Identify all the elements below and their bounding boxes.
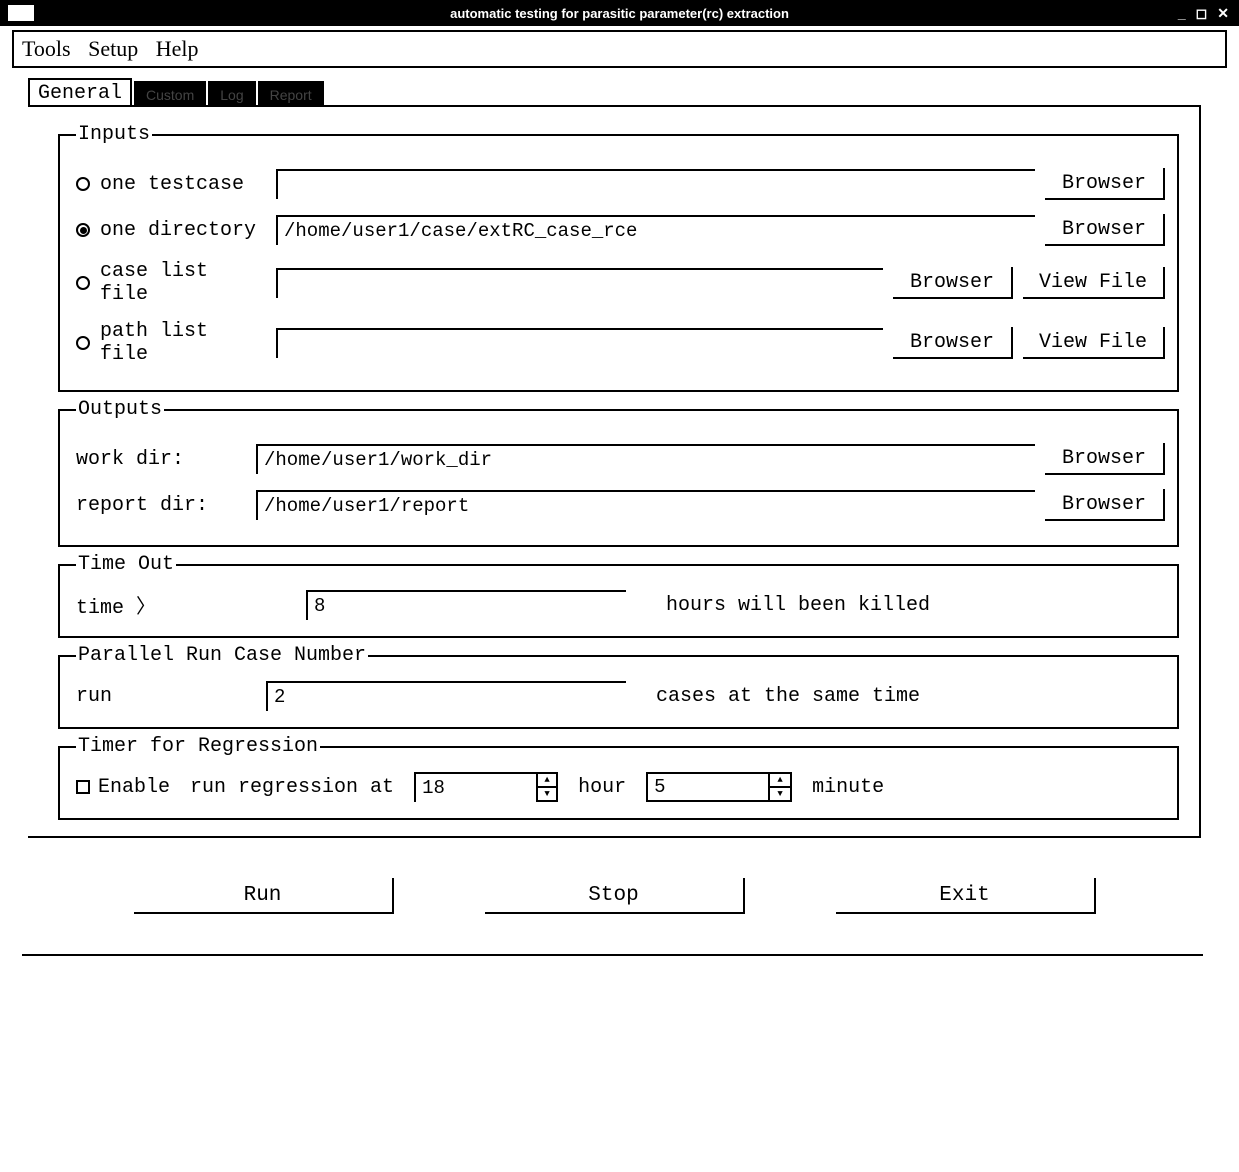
minimize-icon[interactable]: _ bbox=[1178, 5, 1186, 22]
timeout-legend: Time Out bbox=[76, 553, 176, 576]
work-dir-label: work dir: bbox=[76, 448, 246, 471]
path-list-viewfile-button[interactable]: View File bbox=[1023, 327, 1165, 359]
path-list-browser-button[interactable]: Browser bbox=[893, 327, 1013, 359]
tab-custom[interactable]: Custom bbox=[134, 81, 206, 107]
work-dir-input[interactable] bbox=[256, 444, 1035, 474]
timeout-group: Time Out time 〉 hours will been killed bbox=[58, 553, 1179, 638]
timeout-input[interactable] bbox=[306, 590, 626, 620]
spinner-arrows[interactable]: ▲▼ bbox=[768, 774, 790, 800]
one-testcase-browser-button[interactable]: Browser bbox=[1045, 168, 1165, 200]
inputs-group: Inputs one testcase Browser one director… bbox=[58, 123, 1179, 392]
titlebar: automatic testing for parasitic paramete… bbox=[0, 0, 1239, 26]
enable-checkbox[interactable]: Enable bbox=[76, 776, 170, 799]
report-dir-label: report dir: bbox=[76, 494, 246, 517]
minute-input[interactable] bbox=[648, 774, 768, 800]
timer-legend: Timer for Regression bbox=[76, 735, 320, 758]
radio-label: one directory bbox=[100, 219, 256, 242]
report-dir-browser-button[interactable]: Browser bbox=[1045, 489, 1165, 521]
parallel-suffix: cases at the same time bbox=[656, 685, 920, 708]
one-directory-browser-button[interactable]: Browser bbox=[1045, 214, 1165, 246]
maximize-icon[interactable]: ◻ bbox=[1196, 5, 1208, 22]
menu-help[interactable]: Help bbox=[156, 36, 199, 61]
down-arrow-icon[interactable]: ▼ bbox=[770, 788, 790, 800]
menu-tools[interactable]: Tools bbox=[22, 36, 71, 61]
window-title: automatic testing for parasitic paramete… bbox=[450, 6, 789, 21]
one-directory-input[interactable] bbox=[276, 215, 1035, 245]
radio-label: case list file bbox=[100, 260, 266, 306]
case-list-input[interactable] bbox=[276, 268, 883, 298]
radio-icon bbox=[76, 223, 90, 237]
exit-button[interactable]: Exit bbox=[836, 878, 1096, 914]
radio-icon bbox=[76, 336, 90, 350]
timeout-prefix: time 〉 bbox=[76, 590, 296, 620]
timer-prefix: run regression at bbox=[190, 776, 394, 799]
app-icon bbox=[8, 5, 34, 21]
hour-spinner[interactable]: ▲▼ bbox=[414, 772, 558, 802]
radio-icon bbox=[76, 177, 90, 191]
tab-general[interactable]: General bbox=[28, 78, 132, 107]
bottom-button-bar: Run Stop Exit bbox=[28, 838, 1201, 934]
hour-label: hour bbox=[578, 776, 626, 799]
tab-report[interactable]: Report bbox=[258, 81, 324, 107]
timer-group: Timer for Regression Enable run regressi… bbox=[58, 735, 1179, 820]
outputs-legend: Outputs bbox=[76, 398, 164, 421]
down-arrow-icon[interactable]: ▼ bbox=[538, 788, 556, 800]
parallel-legend: Parallel Run Case Number bbox=[76, 644, 368, 667]
radio-label: path list file bbox=[100, 320, 266, 366]
footer-divider bbox=[22, 954, 1203, 956]
up-arrow-icon[interactable]: ▲ bbox=[538, 774, 556, 788]
enable-label: Enable bbox=[98, 776, 170, 799]
minute-label: minute bbox=[812, 776, 884, 799]
radio-label: one testcase bbox=[100, 173, 244, 196]
general-panel: Inputs one testcase Browser one director… bbox=[28, 105, 1201, 838]
radio-one-directory[interactable]: one directory bbox=[76, 219, 266, 242]
parallel-input[interactable] bbox=[266, 681, 626, 711]
run-button[interactable]: Run bbox=[134, 878, 394, 914]
parallel-group: Parallel Run Case Number run cases at th… bbox=[58, 644, 1179, 729]
one-testcase-input[interactable] bbox=[276, 169, 1035, 199]
radio-icon bbox=[76, 276, 90, 290]
menubar: Tools Setup Help bbox=[12, 30, 1227, 68]
hour-input[interactable] bbox=[416, 774, 536, 802]
radio-path-list[interactable]: path list file bbox=[76, 320, 266, 366]
path-list-input[interactable] bbox=[276, 328, 883, 358]
inputs-legend: Inputs bbox=[76, 123, 152, 146]
radio-one-testcase[interactable]: one testcase bbox=[76, 173, 266, 196]
checkbox-icon bbox=[76, 780, 90, 794]
up-arrow-icon[interactable]: ▲ bbox=[770, 774, 790, 788]
spinner-arrows[interactable]: ▲▼ bbox=[536, 774, 558, 802]
timeout-suffix: hours will been killed bbox=[666, 594, 930, 617]
work-dir-browser-button[interactable]: Browser bbox=[1045, 443, 1165, 475]
stop-button[interactable]: Stop bbox=[485, 878, 745, 914]
case-list-browser-button[interactable]: Browser bbox=[893, 267, 1013, 299]
report-dir-input[interactable] bbox=[256, 490, 1035, 520]
outputs-group: Outputs work dir: Browser report dir: Br… bbox=[58, 398, 1179, 547]
minute-spinner[interactable]: ▲▼ bbox=[646, 772, 792, 802]
case-list-viewfile-button[interactable]: View File bbox=[1023, 267, 1165, 299]
tab-bar: General Custom Log Report bbox=[28, 78, 1201, 107]
radio-case-list[interactable]: case list file bbox=[76, 260, 266, 306]
parallel-prefix: run bbox=[76, 685, 256, 708]
close-icon[interactable]: ✕ bbox=[1217, 5, 1229, 22]
tab-log[interactable]: Log bbox=[208, 81, 255, 107]
menu-setup[interactable]: Setup bbox=[88, 36, 138, 61]
